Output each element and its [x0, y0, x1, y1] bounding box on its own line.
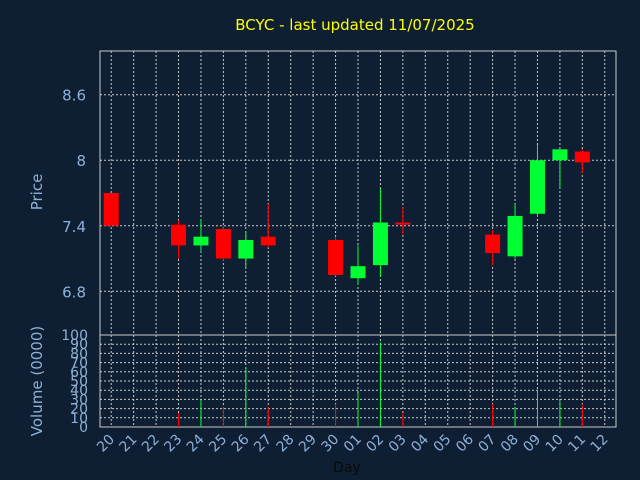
volume-tick-label: 30	[70, 392, 88, 408]
candle-body	[372, 222, 388, 266]
candle-body	[552, 149, 568, 161]
candle-body	[103, 193, 119, 226]
candle-body	[574, 151, 590, 163]
x-tick-label: 24	[184, 431, 208, 455]
candle-body	[395, 222, 411, 225]
x-tick-label: 03	[386, 432, 410, 456]
x-tick-label: 27	[251, 432, 275, 456]
price-tick-label: 6.8	[62, 283, 86, 301]
x-tick-label: 05	[431, 432, 455, 456]
x-tick-label: 04	[408, 431, 432, 455]
price-panel: 6.8 7.4 8 8.6	[62, 50, 617, 336]
x-tick-label: 01	[341, 432, 365, 456]
price-tick-label: 8	[76, 152, 86, 170]
x-axis-label: Day	[333, 460, 361, 476]
x-tick-label: 30	[318, 432, 342, 456]
x-tick-label: 09	[520, 432, 544, 456]
volume-tick-label: 70	[70, 356, 88, 372]
volume-tick-label: 20	[70, 402, 88, 418]
volume-tick-label: 0	[79, 420, 88, 436]
price-tick-label: 8.6	[62, 87, 86, 105]
x-tick-label: 11	[565, 432, 589, 456]
candle-body	[260, 236, 276, 246]
x-tick-label: 06	[453, 431, 477, 455]
candle-body	[507, 215, 523, 257]
volume-tick-label: 40	[70, 383, 88, 399]
x-tick-label: 21	[117, 432, 141, 456]
candle-body	[485, 234, 501, 254]
price-tick-label: 7.4	[62, 218, 86, 236]
candle-body	[193, 236, 209, 246]
candle-body	[171, 224, 187, 246]
x-tick-label: 02	[363, 432, 387, 456]
x-tick-label: 12	[588, 432, 612, 456]
volume-axis-label: Volume (0000)	[28, 326, 46, 436]
x-tick-label: 23	[161, 432, 185, 456]
x-tick-label: 10	[543, 432, 567, 456]
candle-body	[238, 239, 254, 259]
candle-body	[215, 229, 231, 259]
x-tick-label: 29	[296, 432, 320, 456]
volume-tick-label: 80	[70, 346, 88, 362]
x-tick-label: 25	[206, 432, 230, 456]
volume-tick-label: 90	[70, 337, 88, 353]
volume-tick-label: 60	[70, 365, 88, 381]
volume-tick-label: 10	[70, 411, 88, 427]
chart-title: BCYC - last updated 11/07/2025	[235, 16, 474, 34]
candle-body	[328, 239, 344, 275]
x-tick-label: 26	[229, 431, 253, 455]
x-tick-label: 08	[498, 432, 522, 456]
x-tick-label: 20	[94, 432, 118, 456]
y-axis-label: Price	[28, 174, 46, 211]
x-tick-label: 28	[274, 432, 298, 456]
candle-body	[350, 266, 366, 279]
volume-tick-label: 50	[70, 374, 88, 390]
x-axis-ticks: 2021222324252627282930010203040506070809…	[94, 431, 611, 455]
x-tick-label: 07	[476, 432, 500, 456]
x-tick-label: 22	[139, 432, 163, 456]
volume-tick-label: 100	[61, 328, 88, 344]
candle-body	[529, 160, 545, 214]
